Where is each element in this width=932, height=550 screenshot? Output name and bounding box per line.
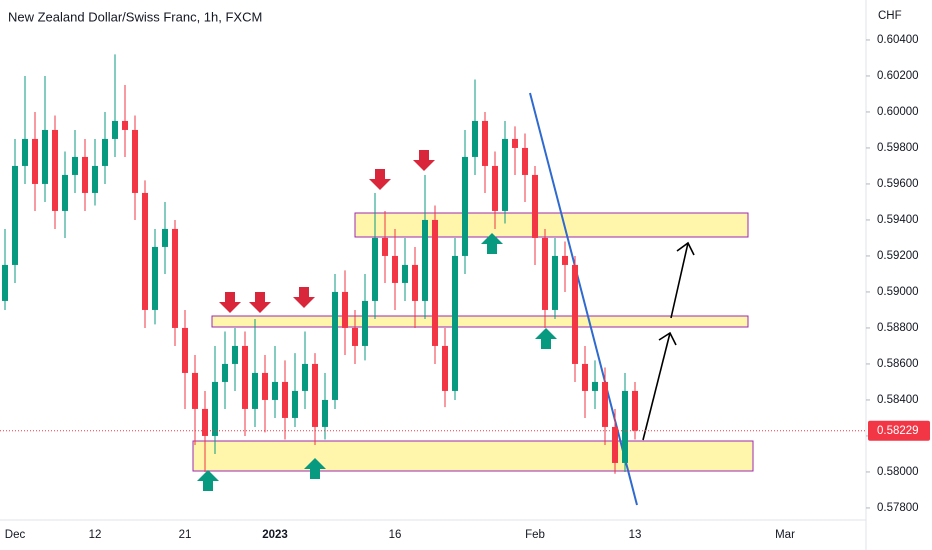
y-tick-label: 0.59400 xyxy=(877,214,919,226)
candle-body xyxy=(382,237,388,256)
candle-body xyxy=(312,363,318,427)
candle-body xyxy=(322,399,328,427)
candle-body xyxy=(262,372,268,400)
candle-body xyxy=(32,138,38,184)
candle-body xyxy=(632,390,638,431)
candle-body xyxy=(442,345,448,391)
candle-body xyxy=(232,345,238,364)
y-tick-label: 0.58600 xyxy=(877,358,919,370)
y-tick-label: 0.59600 xyxy=(877,178,919,190)
candle-body xyxy=(2,264,8,301)
candle-body xyxy=(102,138,108,166)
x-tick-label: 16 xyxy=(389,529,402,541)
last-price-label: 0.58229 xyxy=(877,425,919,437)
candle-body xyxy=(182,327,188,373)
candle-body xyxy=(172,228,178,328)
candle-body xyxy=(242,345,248,409)
candle-body xyxy=(562,255,568,265)
candle-body xyxy=(222,363,228,382)
y-tick-label: 0.59800 xyxy=(877,142,919,154)
x-tick-label: 21 xyxy=(179,529,192,541)
candle-body xyxy=(502,138,508,211)
candle-body xyxy=(302,363,308,391)
candle-body xyxy=(552,255,558,310)
y-tick-label: 0.59200 xyxy=(877,250,919,262)
candle-body xyxy=(362,300,368,346)
candle-body xyxy=(412,264,418,301)
y-tick-label: 0.59000 xyxy=(877,286,919,298)
candle-body xyxy=(392,255,398,283)
support-zone xyxy=(192,440,754,472)
candle-body xyxy=(572,264,578,364)
x-tick-label: Feb xyxy=(525,529,545,541)
candle-body xyxy=(22,138,28,166)
x-tick-label: 12 xyxy=(89,529,102,541)
candle-body xyxy=(122,120,128,130)
candles xyxy=(2,54,638,474)
candle-body xyxy=(482,120,488,166)
projection-arrows xyxy=(642,241,695,441)
candle-body xyxy=(542,237,548,310)
y-tick-label: 0.60200 xyxy=(877,70,919,82)
candle-body xyxy=(12,165,18,265)
candle-body xyxy=(92,165,98,193)
down-arrows xyxy=(219,150,435,313)
y-tick-label: 0.58000 xyxy=(877,466,919,478)
candle-body xyxy=(372,237,378,301)
x-tick-label: Mar xyxy=(775,529,795,541)
candle-body xyxy=(72,156,78,175)
candle-body xyxy=(512,138,518,148)
y-axis-label: CHF xyxy=(878,10,902,22)
candle-body xyxy=(212,381,218,436)
candle-body xyxy=(282,381,288,418)
middle-zone xyxy=(211,315,749,328)
up-arrows xyxy=(197,233,557,491)
candle-body xyxy=(592,381,598,391)
candle-body xyxy=(602,381,608,427)
candle-body xyxy=(272,381,278,400)
candle-body xyxy=(292,390,298,418)
candle-body xyxy=(82,156,88,193)
x-tick-label: Dec xyxy=(5,529,26,541)
candle-body xyxy=(252,372,258,409)
candle-body xyxy=(62,174,68,211)
candle-body xyxy=(342,291,348,328)
candle-body xyxy=(582,363,588,391)
y-tick-label: 0.58400 xyxy=(877,394,919,406)
candle-body xyxy=(162,228,168,247)
trend-line xyxy=(529,92,638,506)
candle-body xyxy=(622,390,628,463)
candle-body xyxy=(52,129,58,211)
candle-body xyxy=(192,372,198,409)
x-tick-label: 13 xyxy=(629,529,642,541)
candle-body xyxy=(152,246,158,310)
candle-body xyxy=(112,120,118,139)
resistance-zone xyxy=(354,212,749,238)
candle-body xyxy=(492,165,498,211)
candle-body xyxy=(422,219,428,301)
y-tick-label: 0.60000 xyxy=(877,106,919,118)
y-tick-label: 0.58800 xyxy=(877,322,919,334)
x-tick-label: 2023 xyxy=(262,529,288,541)
candle-body xyxy=(462,156,468,256)
candle-body xyxy=(402,264,408,283)
candle-body xyxy=(332,291,338,400)
y-tick-label: 0.57800 xyxy=(877,502,919,514)
candle-body xyxy=(142,192,148,310)
drawings xyxy=(192,92,754,506)
candle-body xyxy=(42,129,48,184)
candle-body xyxy=(612,426,618,463)
candle-body xyxy=(202,408,208,436)
candle-body xyxy=(432,219,438,346)
candle-body xyxy=(532,174,538,238)
candle-body xyxy=(132,129,138,193)
candle-body xyxy=(522,147,528,175)
candle-body xyxy=(452,255,458,391)
chart-title: New Zealand Dollar/Swiss Franc, 1h, FXCM xyxy=(8,9,262,24)
candle-body xyxy=(352,327,358,346)
candle-body xyxy=(472,120,478,157)
y-tick-label: 0.60400 xyxy=(877,34,919,46)
last-price-box xyxy=(868,420,930,441)
